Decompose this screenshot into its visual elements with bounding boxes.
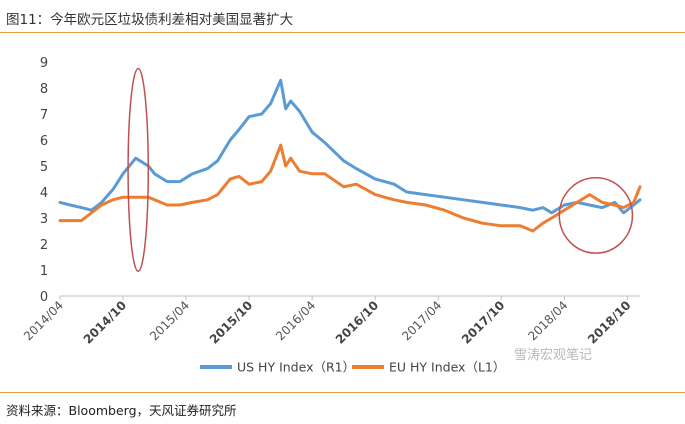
y-tick-label: 1 <box>40 264 48 279</box>
legend-eu-label: EU HY Index（L1） <box>389 360 505 375</box>
title-underline <box>0 32 685 33</box>
x-axis: 2014/04 2014/10 2015/04 2015/10 2016/04 2016/… <box>21 295 640 347</box>
y-tick-label: 2 <box>40 238 48 253</box>
annotation-layer <box>127 67 634 273</box>
series-line-eu <box>58 143 642 233</box>
y-tick-label: 9 <box>40 56 48 71</box>
legend: US HY Index（R1） EU HY Index（L1） <box>200 360 505 375</box>
x-tick-label: 2016/04 <box>273 298 318 343</box>
legend-us-label: US HY Index（R1） <box>237 360 355 375</box>
watermark: 雪涛宏观笔记 <box>514 348 593 363</box>
y-axis: 0 1 2 3 4 5 6 7 8 9 <box>40 56 48 305</box>
y-tick-label: 3 <box>40 212 48 227</box>
x-tick-label: 2015/04 <box>147 298 192 343</box>
y-tick-label: 0 <box>40 290 48 305</box>
series-line-us <box>58 78 642 215</box>
x-tick-label: 2017/10 <box>459 298 507 346</box>
source-divider <box>0 392 685 393</box>
x-tick-label: 2017/04 <box>399 298 444 343</box>
highlight-ellipse-1 <box>127 67 150 273</box>
y-tick-label: 8 <box>40 82 48 97</box>
y-tick-label: 4 <box>40 186 48 201</box>
x-tick-label: 2018/04 <box>525 298 570 343</box>
y-tick-label: 6 <box>40 134 48 149</box>
y-tick-label: 7 <box>40 108 48 123</box>
x-tick-label: 2016/10 <box>333 298 381 346</box>
x-tick-label: 2018/10 <box>585 298 633 346</box>
x-tick-label: 2014/10 <box>81 298 129 346</box>
series-layer <box>58 78 642 233</box>
y-tick-label: 5 <box>40 160 48 175</box>
figure-title: 图11：今年欧元区垃圾债利差相对美国显著扩大 <box>6 12 294 28</box>
x-tick-label: 2015/10 <box>207 298 255 346</box>
highlight-ellipse-2 <box>558 176 634 254</box>
source-note: 资料来源：Bloomberg，天风证券研究所 <box>6 403 237 418</box>
